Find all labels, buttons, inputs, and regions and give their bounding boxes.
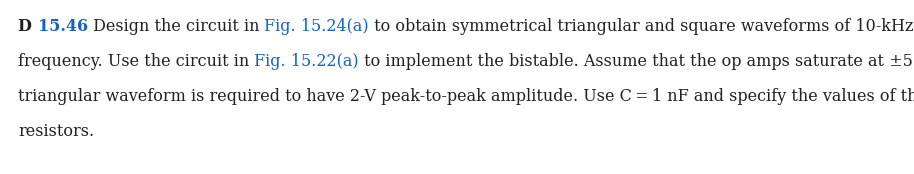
Text: resistors.: resistors.	[18, 123, 94, 140]
Text: Design the circuit in: Design the circuit in	[88, 18, 264, 35]
Text: to implement the bistable. Assume that the op amps saturate at ±5 V. The: to implement the bistable. Assume that t…	[359, 53, 914, 70]
Text: to obtain symmetrical triangular and square waveforms of 10-kHz: to obtain symmetrical triangular and squ…	[369, 18, 913, 35]
Text: frequency. Use the circuit in: frequency. Use the circuit in	[18, 53, 254, 70]
Text: 15.46: 15.46	[37, 18, 88, 35]
Text: D: D	[18, 18, 37, 35]
Text: triangular waveform is required to have 2-V peak-to-peak amplitude. Use C = 1 nF: triangular waveform is required to have …	[18, 88, 914, 105]
Text: Fig. 15.24(a): Fig. 15.24(a)	[264, 18, 369, 35]
Text: Fig. 15.22(a): Fig. 15.22(a)	[254, 53, 359, 70]
